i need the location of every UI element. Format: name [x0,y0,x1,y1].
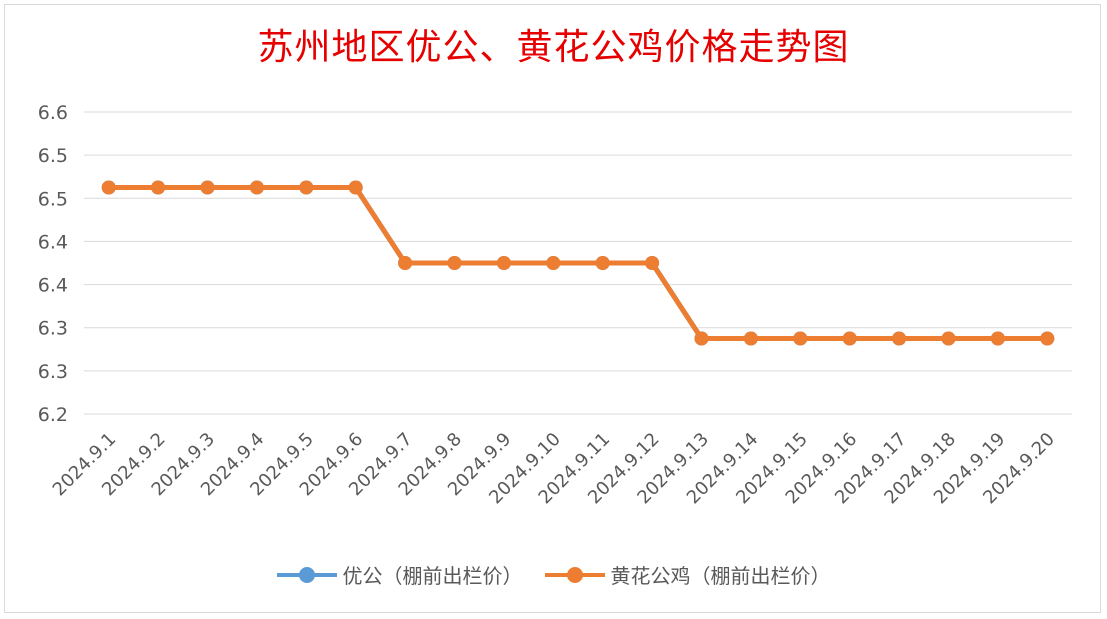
series-line [108,185,1048,341]
chart-title: 苏州地区优公、黄花公鸡价格走势图 [257,27,850,68]
series-lines [101,180,1055,346]
data-point [151,180,166,195]
data-point [101,180,116,195]
data-point [743,331,758,346]
y-axis-ticks: 6.6 6.5 6.5 6.4 6.4 6.3 6.3 6.2 [38,102,68,426]
y-tick-label: 6.2 [38,404,68,426]
data-point [645,256,660,270]
x-axis-ticks: 2024.9.12024.9.22024.9.32024.9.42024.9.5… [49,429,1059,509]
data-point [200,180,215,195]
data-point [694,331,709,346]
data-point [1040,331,1055,346]
data-point [249,180,264,195]
data-point [447,256,462,270]
y-tick-label: 6.5 [38,188,68,210]
legend: 优公（棚前出栏价） 黄花公鸡（棚前出栏价） [0,560,1107,589]
data-point [941,331,956,346]
data-point [348,180,363,195]
chart-frame [4,4,1101,613]
gridlines [84,111,1072,415]
legend-swatch-series-1 [276,565,337,585]
data-point [990,331,1005,346]
data-point [842,331,857,346]
y-tick-label: 6.4 [38,275,68,297]
y-tick-label: 6.6 [38,102,68,124]
data-point [595,256,610,270]
legend-item-series-1: 优公（棚前出栏价） [276,560,523,589]
legend-label-series-1: 优公（棚前出栏价） [342,564,523,588]
data-point [892,331,907,346]
data-point [299,180,314,195]
legend-label-series-2: 黄花公鸡（棚前出栏价） [610,564,831,588]
data-point [398,256,413,270]
legend-swatch-series-2 [544,565,605,585]
series-2 [101,180,1055,346]
y-tick-label: 6.3 [38,361,68,383]
y-tick-label: 6.5 [38,145,68,167]
legend-item-series-2: 黄花公鸡（棚前出栏价） [544,560,831,589]
y-tick-label: 6.4 [38,231,68,253]
data-point [546,256,561,270]
data-point [496,256,511,270]
data-point [793,331,808,346]
y-tick-label: 6.3 [38,318,68,340]
